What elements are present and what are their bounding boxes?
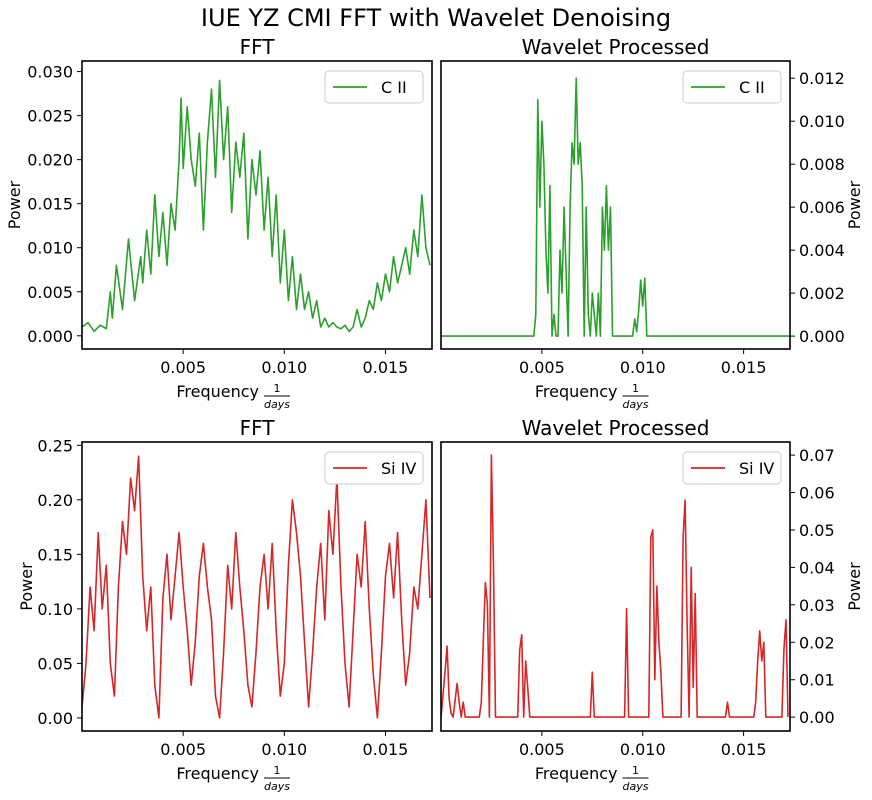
chart-fft-si4: FFT 0.005 0.010 0.015 0.00 0.05 0.10 0.15 0.20 0.… bbox=[17, 416, 433, 793]
x-axis-fraction-den: days bbox=[623, 398, 649, 411]
series-line bbox=[441, 77, 790, 337]
y-tick-label: 0.25 bbox=[37, 436, 73, 455]
x-tick-label: 0.005 bbox=[519, 358, 565, 377]
y-tick-label: 0.07 bbox=[799, 446, 835, 465]
plot-frame bbox=[81, 60, 433, 350]
y-tick-label: 0.06 bbox=[799, 484, 835, 503]
plot-frame bbox=[440, 60, 791, 350]
y-tick-label: 0.002 bbox=[799, 284, 845, 303]
y-tick-label: 0.000 bbox=[799, 327, 845, 346]
y-tick-label: 0.05 bbox=[37, 654, 73, 673]
y-axis-label: Power bbox=[845, 562, 864, 611]
chart-title: Wavelet Processed bbox=[522, 35, 710, 59]
chart-title: FFT bbox=[240, 35, 276, 59]
x-tick-label: 0.010 bbox=[620, 740, 666, 759]
x-axis-fraction-den: days bbox=[264, 398, 290, 411]
x-tick-label: 0.010 bbox=[261, 740, 307, 759]
y-tick-label: 0.012 bbox=[799, 69, 845, 88]
x-axis-fraction-num: 1 bbox=[274, 764, 281, 777]
plot-frame bbox=[440, 441, 791, 732]
y-tick-label: 0.01 bbox=[799, 671, 835, 690]
x-tick-label: 0.015 bbox=[363, 358, 409, 377]
y-tick-label: 0.008 bbox=[799, 155, 845, 174]
legend-label: C II bbox=[739, 78, 765, 97]
legend-box bbox=[682, 70, 782, 104]
x-tick-label: 0.005 bbox=[160, 740, 206, 759]
x-axis-label: Frequency bbox=[176, 764, 259, 783]
y-tick-label: 0.025 bbox=[27, 107, 73, 126]
y-tick-label: 0.010 bbox=[799, 112, 845, 131]
y-axis-label: Power bbox=[17, 562, 36, 611]
legend-box bbox=[324, 70, 424, 104]
x-tick-label: 0.005 bbox=[519, 740, 565, 759]
figure-suptitle: IUE YZ CMI FFT with Wavelet Denoising bbox=[201, 4, 671, 32]
y-tick-label: 0.020 bbox=[27, 151, 73, 170]
y-tick-label: 0.015 bbox=[27, 195, 73, 214]
chart-fft-c2: FFT 0.005 0.010 0.015 0.000 0.005 0.010 0.015 0.… bbox=[5, 35, 433, 411]
y-tick-label: 0.000 bbox=[27, 327, 73, 346]
y-tick-label: 0.005 bbox=[27, 283, 73, 302]
y-tick-label: 0.20 bbox=[37, 491, 73, 510]
y-tick-label: 0.15 bbox=[37, 545, 73, 564]
plot-frame bbox=[81, 441, 433, 732]
x-axis-fraction-den: days bbox=[623, 780, 649, 793]
chart-wav-si4: Wavelet Processed 0.005 0.010 0.015 0.00 0.01… bbox=[440, 416, 864, 793]
y-tick-label: 0.00 bbox=[37, 709, 73, 728]
y-tick-label: 0.00 bbox=[799, 708, 835, 727]
x-tick-label: 0.005 bbox=[160, 358, 206, 377]
x-axis-label: Frequency bbox=[535, 382, 618, 401]
x-axis-fraction-num: 1 bbox=[632, 764, 639, 777]
x-tick-label: 0.010 bbox=[261, 358, 307, 377]
legend-label: Si IV bbox=[739, 459, 774, 478]
y-axis-label: Power bbox=[845, 180, 864, 229]
chart-wav-c2: Wavelet Processed 0.005 0.010 0.015 0.000 0.0… bbox=[440, 35, 864, 411]
x-tick-label: 0.015 bbox=[363, 740, 409, 759]
y-tick-label: 0.10 bbox=[37, 600, 73, 619]
y-tick-label: 0.05 bbox=[799, 521, 835, 540]
y-tick-label: 0.03 bbox=[799, 596, 835, 615]
legend-box bbox=[682, 451, 782, 485]
series-line bbox=[82, 455, 431, 719]
y-tick-label: 0.010 bbox=[27, 239, 73, 258]
series-line bbox=[441, 454, 789, 718]
legend-label: Si IV bbox=[381, 459, 416, 478]
y-tick-label: 0.030 bbox=[27, 63, 73, 82]
chart-title: FFT bbox=[240, 416, 276, 440]
x-axis-label: Frequency bbox=[176, 382, 259, 401]
y-tick-label: 0.004 bbox=[799, 241, 845, 260]
chart-title: Wavelet Processed bbox=[522, 416, 710, 440]
y-axis-label: Power bbox=[5, 180, 24, 229]
x-tick-label: 0.015 bbox=[721, 358, 767, 377]
legend-label: C II bbox=[381, 78, 407, 97]
series-line bbox=[82, 79, 431, 333]
y-tick-label: 0.006 bbox=[799, 198, 845, 217]
x-tick-label: 0.010 bbox=[620, 358, 666, 377]
y-tick-label: 0.02 bbox=[799, 633, 835, 652]
x-axis-fraction-den: days bbox=[264, 780, 290, 793]
x-axis-fraction-num: 1 bbox=[274, 382, 281, 395]
x-axis-fraction-num: 1 bbox=[632, 382, 639, 395]
legend-box bbox=[324, 451, 424, 485]
x-tick-label: 0.015 bbox=[721, 740, 767, 759]
x-axis-label: Frequency bbox=[535, 764, 618, 783]
y-tick-label: 0.04 bbox=[799, 558, 835, 577]
